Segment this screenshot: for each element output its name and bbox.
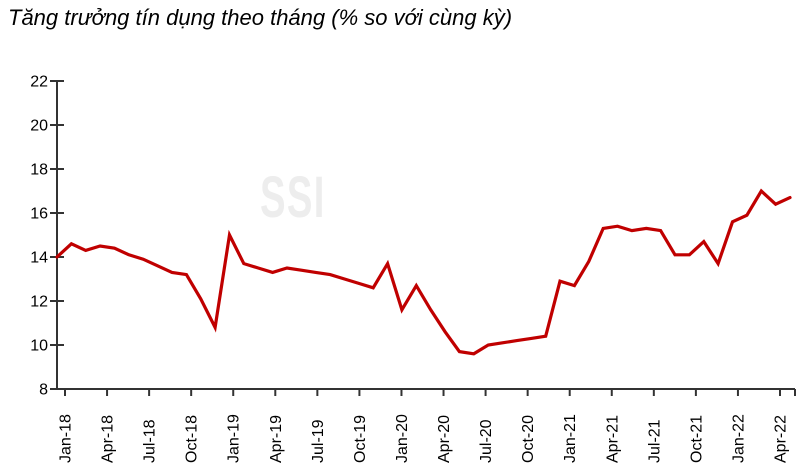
x-tick-label: Oct-20: [520, 415, 537, 463]
x-tick-label: Jul-19: [310, 419, 327, 463]
x-tick-label: Jan-22: [730, 414, 747, 463]
x-tick-label: Apr-21: [604, 415, 621, 463]
x-tick-label: Oct-21: [688, 415, 705, 463]
x-tick-label: Jul-21: [646, 419, 663, 463]
y-tick-label: 12: [30, 294, 48, 311]
x-tick-label: Apr-22: [773, 415, 790, 463]
x-tick-label: Jul-18: [142, 419, 159, 463]
x-tick-label: Apr-20: [436, 415, 453, 463]
x-tick-label: Oct-18: [184, 415, 201, 463]
chart-title: Tăng trưởng tín dụng theo tháng (% so vớ…: [8, 5, 513, 30]
x-tick-label: Jan-18: [58, 414, 75, 463]
y-tick-label: 14: [30, 250, 48, 267]
y-tick-label: 16: [30, 206, 48, 223]
x-tick-label: Oct-19: [352, 415, 369, 463]
credit-growth-line: [55, 188, 792, 356]
x-tick-label: Apr-18: [100, 415, 117, 463]
x-tick-label: Jan-21: [562, 414, 579, 463]
x-tick-label: Jul-20: [478, 419, 495, 463]
y-tick-label: 10: [30, 338, 48, 355]
x-tick-label: Jan-20: [394, 414, 411, 463]
x-tick-label: Apr-19: [268, 415, 285, 463]
ssi-watermark: SSI: [260, 165, 326, 230]
y-tick-label: 18: [30, 162, 48, 179]
y-tick-label: 8: [39, 382, 48, 399]
y-tick-label: 20: [30, 118, 48, 135]
y-tick-label: 22: [30, 74, 48, 91]
x-tick-label: Jan-19: [226, 414, 243, 463]
